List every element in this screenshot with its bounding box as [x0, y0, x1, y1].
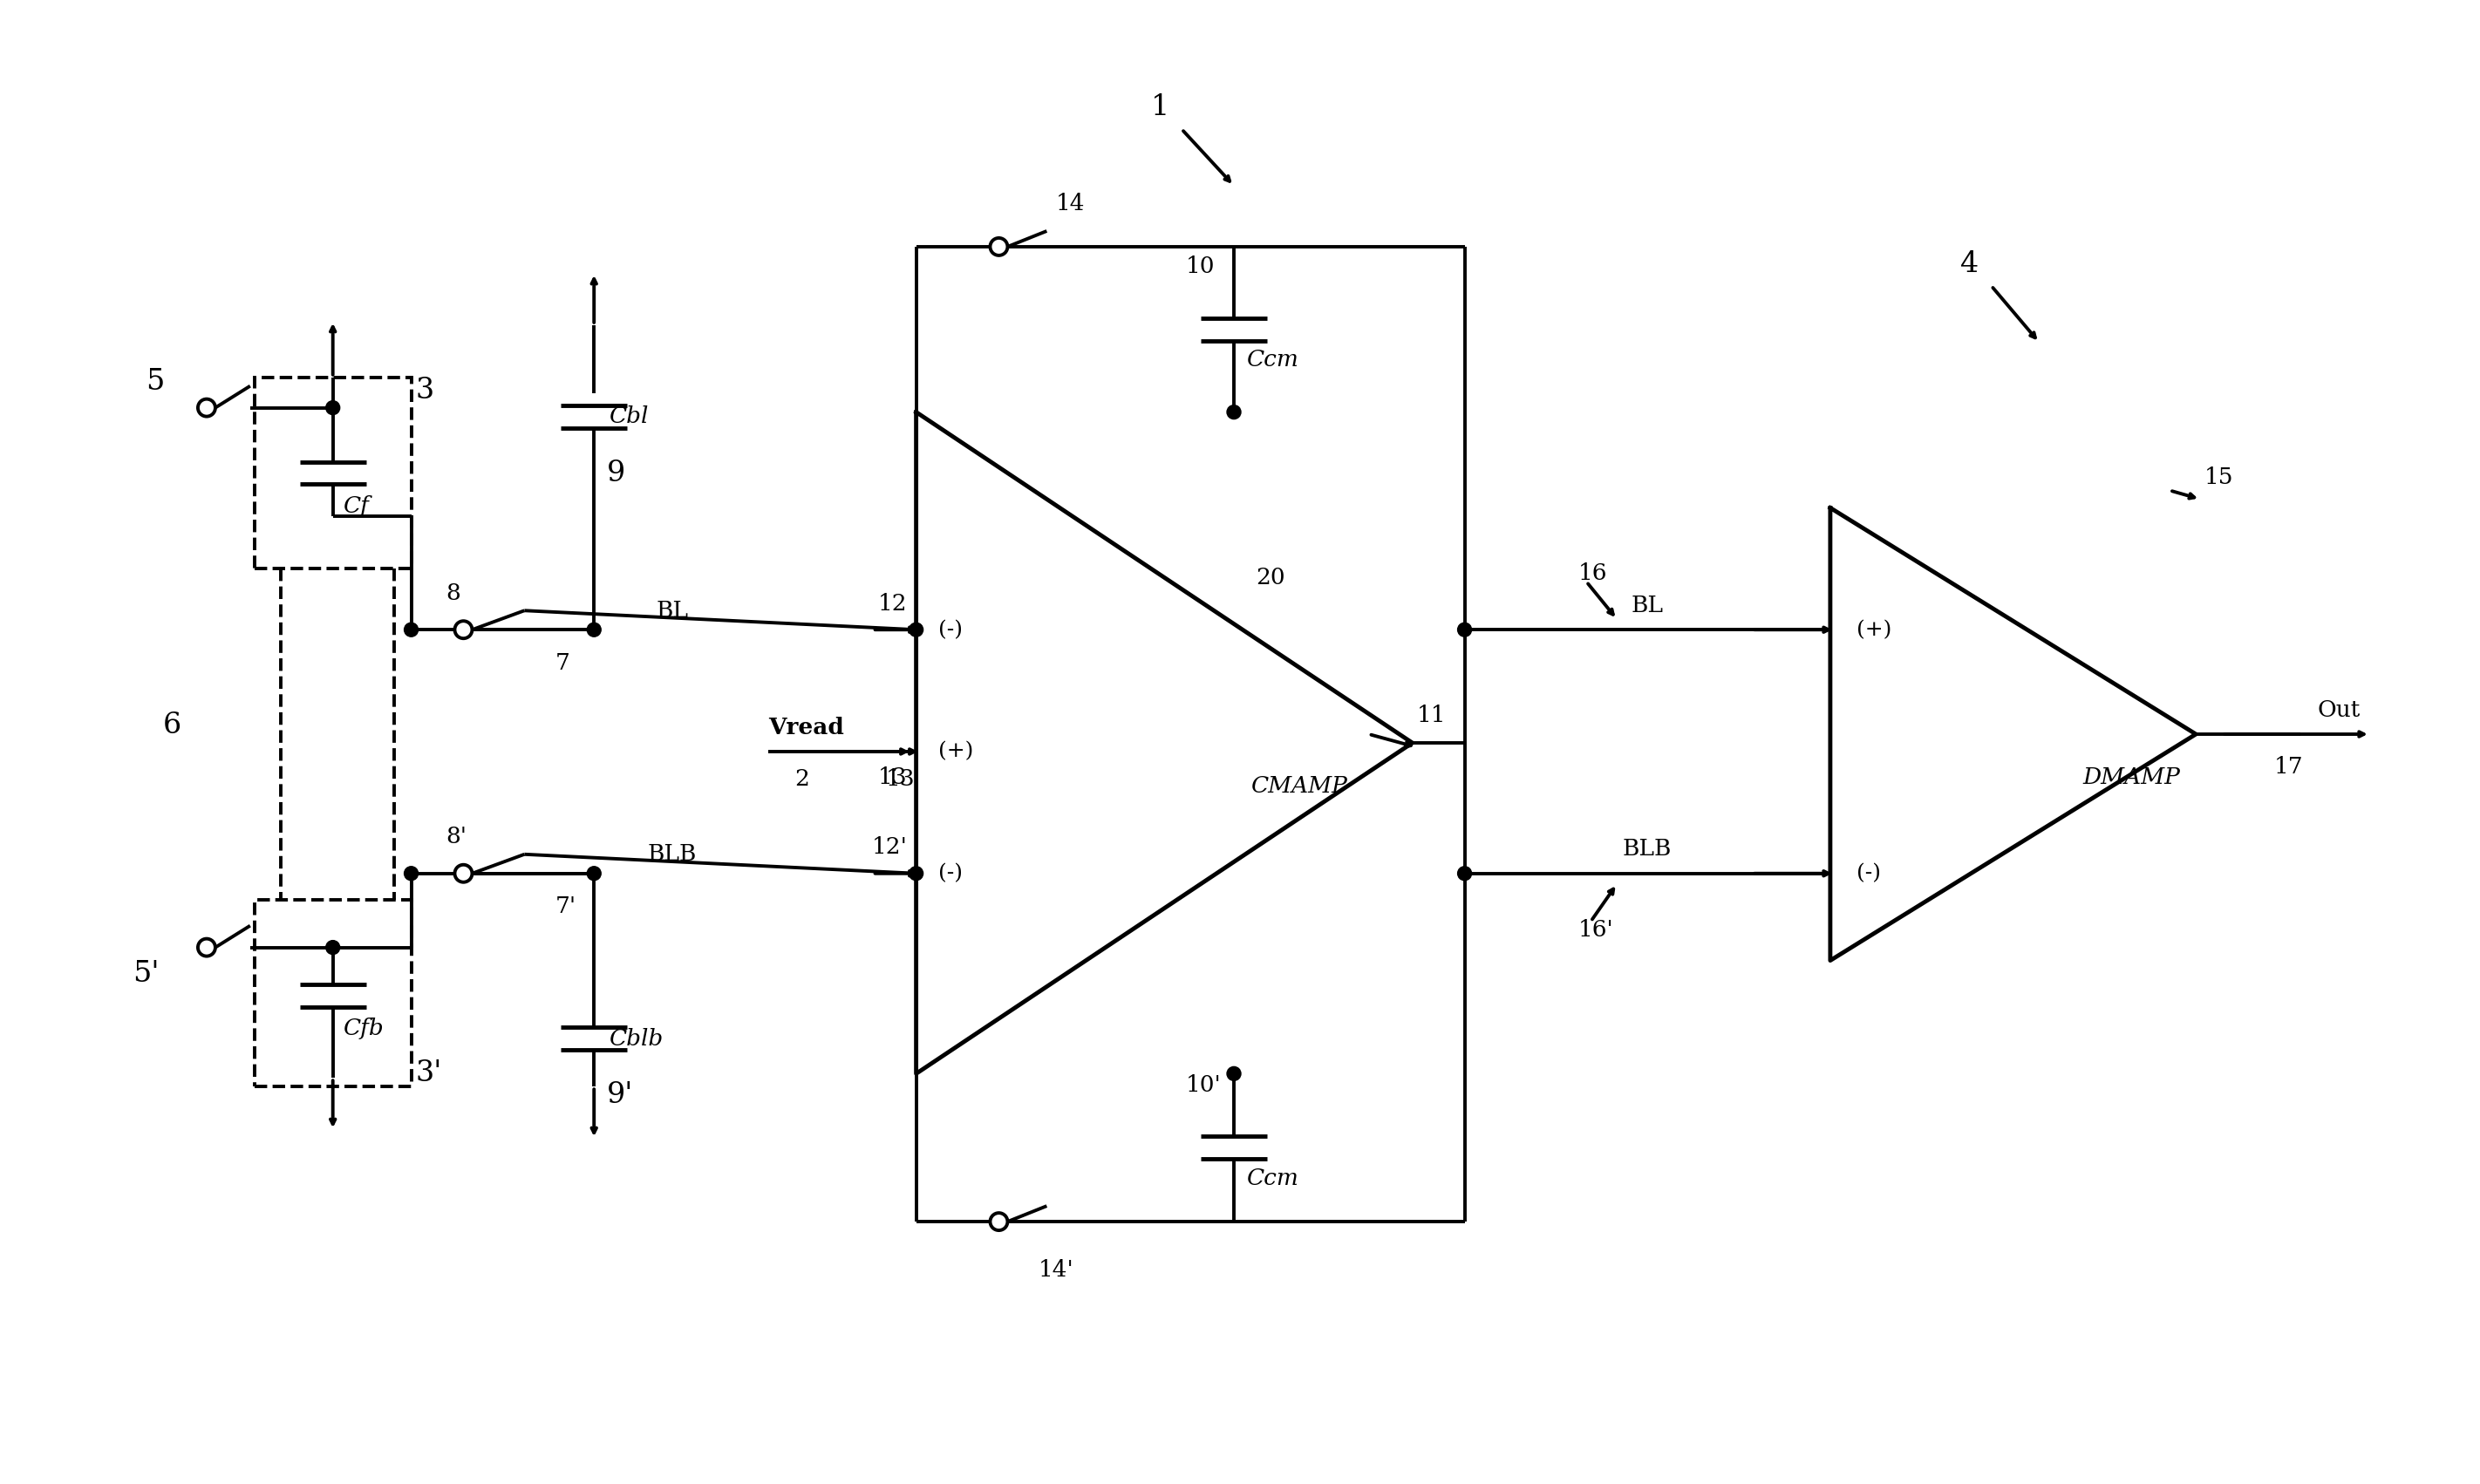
- Text: 17: 17: [2274, 757, 2304, 778]
- Circle shape: [404, 623, 419, 637]
- Circle shape: [198, 399, 216, 417]
- Text: (+): (+): [1858, 620, 1892, 640]
- Circle shape: [325, 401, 340, 414]
- Text: CMAMP: CMAMP: [1252, 776, 1349, 797]
- Text: 6: 6: [164, 711, 181, 739]
- Text: 3: 3: [417, 377, 434, 404]
- Text: 20: 20: [1255, 567, 1285, 588]
- Circle shape: [1228, 1067, 1240, 1080]
- Text: 16': 16': [1577, 919, 1614, 941]
- Text: BLB: BLB: [647, 843, 697, 865]
- Bar: [255, 377, 412, 568]
- Text: (-): (-): [937, 864, 962, 883]
- Text: 9': 9': [608, 1082, 632, 1110]
- Text: (-): (-): [937, 620, 962, 640]
- Text: 9: 9: [608, 459, 625, 487]
- Text: 7: 7: [556, 651, 570, 674]
- Text: Ccm: Ccm: [1247, 349, 1300, 371]
- Text: Ccm: Ccm: [1247, 1168, 1300, 1189]
- Text: BLB: BLB: [1622, 838, 1672, 859]
- Text: Cblb: Cblb: [610, 1028, 665, 1049]
- Text: 1: 1: [1151, 93, 1168, 122]
- Circle shape: [325, 941, 340, 954]
- Text: BL: BL: [1632, 595, 1664, 616]
- Circle shape: [910, 867, 923, 880]
- Circle shape: [588, 867, 600, 880]
- Text: (+): (+): [937, 742, 972, 761]
- Text: 7': 7': [556, 896, 575, 917]
- Text: 15: 15: [2205, 466, 2234, 488]
- Text: BL: BL: [657, 600, 689, 622]
- Text: 11: 11: [1416, 703, 1446, 726]
- Text: Cf: Cf: [342, 496, 370, 516]
- Text: Cbl: Cbl: [610, 405, 650, 427]
- Text: 8: 8: [446, 582, 461, 604]
- Text: 12': 12': [873, 837, 908, 858]
- Text: 5: 5: [146, 368, 164, 396]
- Text: 14': 14': [1039, 1258, 1074, 1281]
- Text: Cfb: Cfb: [342, 1018, 384, 1039]
- Circle shape: [990, 237, 1007, 255]
- Bar: [255, 899, 412, 1086]
- Circle shape: [454, 620, 471, 638]
- Text: 3': 3': [417, 1060, 441, 1088]
- Text: 12: 12: [878, 592, 908, 614]
- Text: 16: 16: [1577, 562, 1607, 585]
- Text: (-): (-): [1858, 864, 1880, 883]
- Circle shape: [990, 1212, 1007, 1230]
- Circle shape: [198, 939, 216, 956]
- Text: 13: 13: [885, 769, 915, 791]
- Circle shape: [454, 865, 471, 881]
- Text: Vread: Vread: [769, 717, 843, 738]
- Text: 5': 5': [131, 960, 159, 987]
- Text: DMAMP: DMAMP: [2083, 767, 2180, 788]
- Text: 13: 13: [878, 767, 908, 788]
- Text: 8': 8': [446, 827, 466, 847]
- Circle shape: [1228, 405, 1240, 418]
- Circle shape: [1458, 623, 1471, 637]
- Text: 2: 2: [794, 769, 808, 791]
- Circle shape: [404, 867, 419, 880]
- Text: 10': 10': [1185, 1074, 1223, 1095]
- Circle shape: [910, 623, 923, 637]
- Text: 10: 10: [1185, 255, 1215, 278]
- Text: 4: 4: [1959, 251, 1979, 278]
- Text: 14: 14: [1056, 193, 1084, 214]
- Circle shape: [1458, 867, 1471, 880]
- Text: Out: Out: [2319, 699, 2361, 721]
- Circle shape: [588, 623, 600, 637]
